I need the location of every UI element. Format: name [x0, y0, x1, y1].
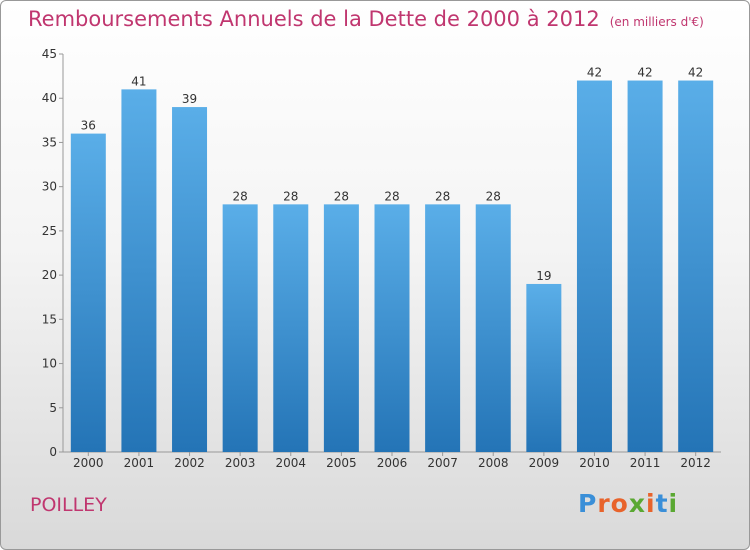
bar — [374, 204, 410, 452]
chart-title: Remboursements Annuels de la Dette de 20… — [28, 7, 704, 31]
proxiti-logo: Proxiti — [578, 489, 678, 518]
bar — [273, 204, 309, 452]
x-tick-label: 2005 — [326, 456, 357, 470]
x-tick-label: 2000 — [73, 456, 104, 470]
y-tick-label: 25 — [42, 224, 57, 238]
x-tick-label: 2009 — [529, 456, 560, 470]
bar-value-label: 28 — [486, 189, 501, 203]
bar — [678, 80, 714, 453]
logo-letter: o — [610, 489, 629, 518]
chart-title-text: Remboursements Annuels de la Dette de 20… — [28, 7, 600, 31]
bar-value-label: 42 — [637, 66, 652, 80]
bar-value-label: 41 — [131, 74, 146, 88]
bar-value-label: 42 — [587, 66, 602, 80]
x-tick-label: 2004 — [275, 456, 306, 470]
logo-letter: P — [578, 489, 598, 518]
bar — [627, 80, 663, 453]
y-tick-label: 40 — [42, 91, 57, 105]
logo-letter: i — [646, 489, 656, 518]
y-tick-label: 15 — [42, 312, 57, 326]
bar — [526, 283, 562, 452]
bar-value-label: 28 — [384, 189, 399, 203]
bar-value-label: 28 — [435, 189, 450, 203]
bar — [576, 80, 612, 453]
logo-letter: i — [668, 489, 679, 518]
bar — [425, 204, 461, 452]
x-tick-label: 2008 — [478, 456, 509, 470]
bar-value-label: 39 — [182, 92, 197, 106]
chart-title-unit: (en milliers d'€) — [609, 15, 704, 29]
bar — [323, 204, 359, 452]
x-tick-label: 2007 — [427, 456, 458, 470]
y-tick-label: 30 — [42, 180, 57, 194]
bar — [70, 133, 106, 452]
bar — [222, 204, 258, 452]
bar — [475, 204, 511, 452]
y-tick-label: 10 — [42, 357, 57, 371]
x-tick-label: 2003 — [225, 456, 256, 470]
y-tick-label: 5 — [49, 401, 57, 415]
logo-letter: r — [597, 489, 611, 518]
bar-value-label: 28 — [233, 189, 248, 203]
commune-name: POILLEY — [30, 494, 107, 516]
x-tick-label: 2001 — [124, 456, 155, 470]
bar-value-label: 28 — [283, 189, 298, 203]
x-tick-label: 2010 — [579, 456, 610, 470]
y-tick-label: 20 — [42, 268, 57, 282]
bar-value-label: 28 — [334, 189, 349, 203]
x-tick-label: 2006 — [377, 456, 408, 470]
bar-value-label: 36 — [81, 119, 96, 133]
x-tick-label: 2011 — [630, 456, 661, 470]
y-tick-label: 35 — [42, 135, 57, 149]
bar — [121, 89, 157, 452]
x-tick-label: 2002 — [174, 456, 205, 470]
y-tick-label: 45 — [42, 47, 57, 61]
bar-value-label: 19 — [536, 269, 551, 283]
y-tick-label: 0 — [49, 445, 57, 459]
bar-value-label: 42 — [688, 66, 703, 80]
bar — [172, 107, 208, 453]
x-tick-label: 2012 — [680, 456, 711, 470]
logo-letter: t — [655, 489, 669, 518]
logo-letter: x — [628, 489, 646, 518]
